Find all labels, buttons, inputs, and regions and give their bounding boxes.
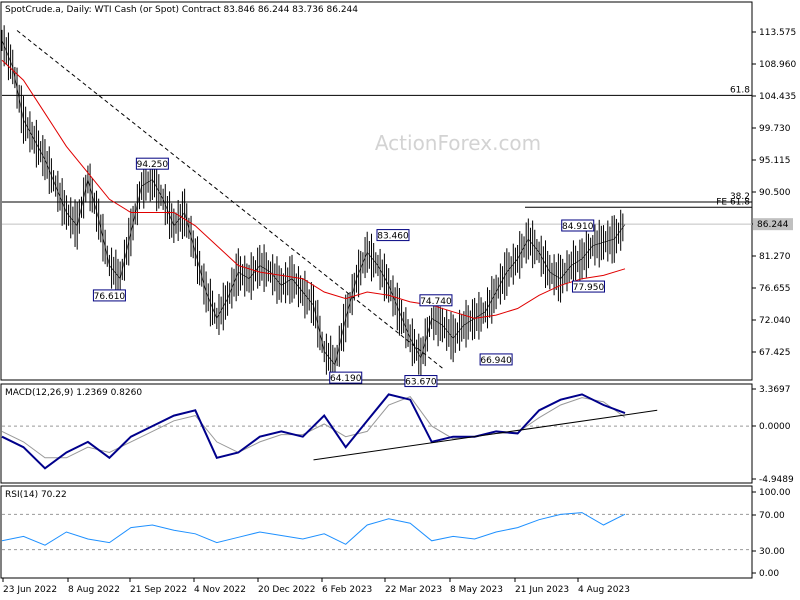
annotation-box [561,219,595,232]
annotation-box [376,229,410,242]
annotation-box [419,294,453,307]
price-series-0 [1,25,626,384]
level-label-2: FE 61.8 [716,197,750,207]
current-price-badge: 86.244 [753,218,793,231]
price-y-tick-label: 95.115 [759,156,791,166]
annotation-1: 76.610 [92,289,126,302]
price-panel-frame [0,1,753,381]
macd-trendline [313,409,658,461]
annotation-box [135,157,169,170]
rsi-panel-frame [0,485,753,579]
macd-panel-frame [0,383,753,484]
x-tick-label: 8 May 2023 [450,585,503,595]
price-y-tick-label: 67.425 [759,348,791,358]
x-tick-label: 6 Feb 2023 [322,585,372,595]
current-price-label: 86.244 [757,220,789,230]
annotation-6: 66.940 [479,353,513,366]
x-tick-label: 4 Aug 2023 [578,585,630,595]
annotation-box [329,371,363,384]
rsi-y-tick-label: 70.00 [759,511,785,521]
annotation-box [571,280,605,293]
annotation-3: 64.190 [329,371,363,384]
x-tick-label: 22 Mar 2023 [385,585,442,595]
annotation-label: 94.250 [137,160,169,170]
annotation-label: 84.910 [562,222,594,232]
annotation-7: 84.910 [561,219,595,232]
level-label-1: 38.2 [730,192,750,202]
annotation-2: 83.460 [376,229,410,242]
price-series-1 [1,59,626,319]
rsi-line [1,512,626,546]
price-y-tick-label: 104.435 [759,92,796,102]
macd-layer [1,393,752,470]
x-tick-label: 21 Jun 2023 [515,585,569,595]
annotation-8: 77.950 [571,280,605,293]
annotation-box [479,353,513,366]
rsi-y-tick-label: 100.00 [759,488,791,498]
price-y-tick-label: 76.655 [759,284,791,294]
x-tick-label: 4 Nov 2022 [194,585,246,595]
price-y-tick-label: 99.730 [759,124,791,134]
price-trendline [16,30,443,369]
price-y-tick-label: 81.270 [759,252,791,262]
annotation-label: 66.940 [480,356,512,366]
x-tick-label: 20 Dec 2022 [258,585,316,595]
price-y-tick-label: 113.575 [759,28,796,38]
annotation-box [92,289,126,302]
macd-title: MACD(12,26,9) 1.2369 0.8260 [5,388,142,398]
annotation-label: 63.670 [405,378,437,388]
annotation-label: 77.950 [573,283,605,293]
macd-y-tick-label: -4.9489 [759,475,794,485]
axis-layer: 113.575 108.960 104.435 99.730 95.115 90.500 8… [2,28,796,595]
watermark: ActionForex.com [375,131,541,155]
level-label-0: 61.8 [730,85,750,95]
price-y-tick-label: 108.960 [759,60,796,70]
rsi-layer [1,512,752,551]
annotation-4: 63.670 [404,375,438,388]
annotation-label: 74.740 [420,297,452,307]
rsi-y-tick-label: 0.00 [759,569,779,579]
price-layer: 61.8 38.2FE 61.8 94.250 76.610 83.460 64.190 6… [1,25,752,388]
rsi-title: RSI(14) 70.22 [5,490,67,500]
annotation-5: 74.740 [419,294,453,307]
annotation-label: 83.460 [377,232,409,242]
x-tick-label: 8 Aug 2022 [68,585,120,595]
annotation-0: 94.250 [135,157,169,170]
price-y-tick-label: 72.040 [759,316,791,326]
macd-line [1,393,626,470]
annotation-label: 76.610 [94,292,126,302]
x-tick-label: 21 Sep 2022 [130,585,187,595]
macd-y-tick-label: 3.3697 [759,385,791,395]
rsi-y-tick-label: 30.00 [759,547,785,557]
macd-y-tick-label: 0.0000 [759,422,791,432]
chart-title: SpotCrude.a, Daily: WTI Cash (or Spot) C… [5,5,358,15]
moving-average-line [1,59,626,319]
annotation-box [404,375,438,388]
annotation-label: 64.190 [330,374,362,384]
price-line [1,40,626,366]
current-price-badge-bg [753,218,793,231]
x-tick-label: 23 Jun 2022 [3,585,57,595]
price-y-tick-label: 90.500 [759,188,791,198]
